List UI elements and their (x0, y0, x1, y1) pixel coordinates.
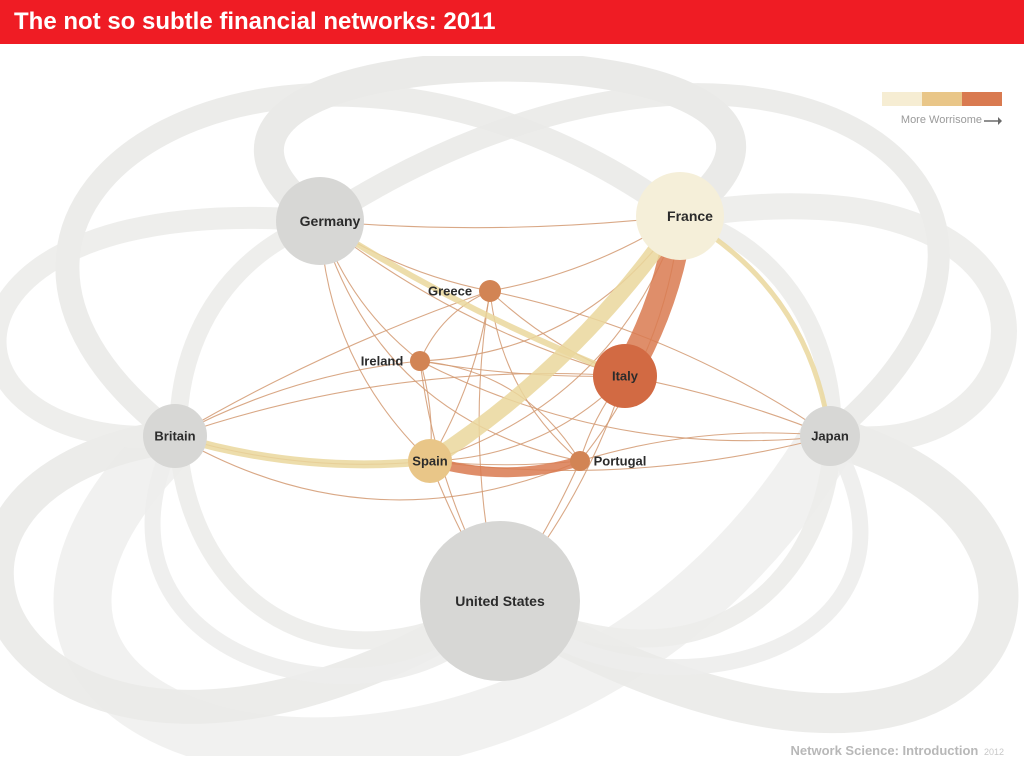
node-label-us: United States (455, 593, 545, 609)
node-label-britain: Britain (154, 429, 195, 444)
node-label-france: France (667, 208, 713, 224)
title-bar: The not so subtle financial networks: 20… (0, 0, 1024, 44)
network-diagram: Germany France Britain Japan United States Gr… (0, 56, 1024, 756)
node-label-germany: Germany (300, 213, 361, 229)
legend-label: More Worrisome (901, 114, 982, 126)
node-label-greece: Greece (428, 284, 472, 299)
footer-year: 2012 (984, 747, 1004, 757)
node-label-spain: Spain (412, 454, 447, 469)
legend-arrow-icon (984, 116, 1002, 126)
footer-text: Network Science: Introduction (791, 743, 979, 758)
legend-swatches (882, 92, 1002, 108)
page-title: The not so subtle financial networks: 20… (14, 8, 495, 35)
node-label-portugal: Portugal (594, 454, 647, 469)
footer-credit: Network Science: Introduction 2012 (791, 743, 1004, 758)
node-label-italy: Italy (612, 369, 639, 384)
node-label-japan: Japan (811, 429, 849, 444)
node-label-ireland: Ireland (361, 354, 404, 369)
